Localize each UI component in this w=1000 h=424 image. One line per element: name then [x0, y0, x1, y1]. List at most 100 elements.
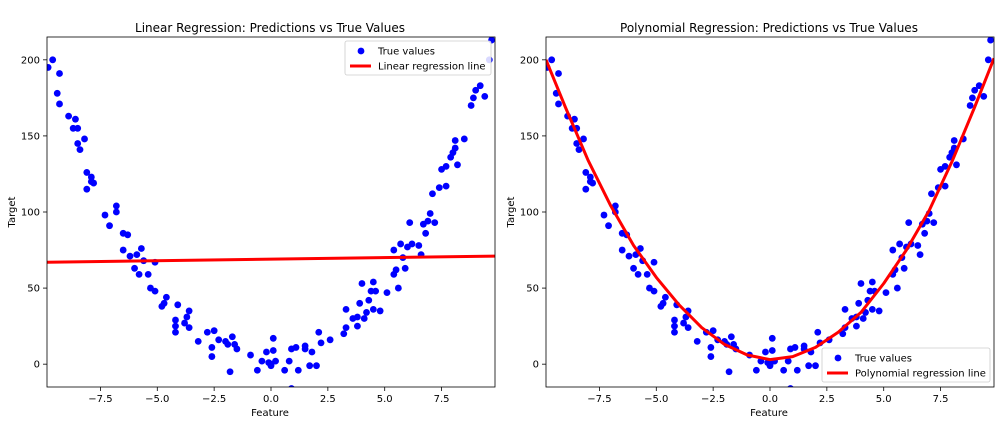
data-point — [727, 333, 735, 341]
data-point — [422, 229, 430, 237]
data-point — [372, 287, 380, 295]
data-point — [340, 330, 348, 338]
data-point — [968, 94, 976, 102]
data-point — [630, 264, 637, 272]
legend-label: True values — [854, 354, 912, 365]
data-point — [133, 251, 141, 259]
data-point — [392, 266, 400, 274]
data-point — [288, 385, 295, 387]
data-point — [650, 287, 658, 295]
data-point — [185, 307, 193, 315]
data-point — [905, 219, 913, 227]
data-point — [172, 316, 179, 324]
data-point — [56, 70, 63, 77]
x-tick-label: 7.5 — [933, 394, 949, 405]
data-point — [791, 344, 799, 351]
data-point — [162, 293, 170, 301]
x-tick-label: −5.0 — [145, 394, 169, 405]
data-point — [424, 217, 432, 225]
data-point — [953, 161, 960, 169]
y-tick-label: 200 — [520, 55, 539, 66]
data-point — [784, 357, 792, 365]
data-point — [74, 140, 82, 147]
data-point — [174, 301, 182, 309]
x-tick-label: 5.0 — [876, 394, 892, 405]
data-point — [431, 219, 439, 227]
x-tick-label: −7.5 — [88, 394, 112, 405]
data-point — [460, 135, 468, 143]
x-tick-label: −2.5 — [202, 394, 226, 405]
y-tick-label: 100 — [520, 208, 539, 219]
data-point — [172, 328, 179, 336]
data-point — [401, 264, 409, 272]
data-point — [233, 345, 241, 353]
data-point — [112, 208, 120, 216]
legend-label: True values — [377, 47, 435, 58]
data-point — [555, 100, 562, 108]
data-point — [406, 219, 414, 227]
data-point — [269, 334, 277, 342]
data-point — [294, 366, 302, 374]
data-point — [580, 135, 587, 143]
data-point — [875, 307, 883, 315]
data-point — [185, 324, 193, 332]
x-tick-label: 0.0 — [762, 394, 778, 405]
data-point — [768, 347, 776, 354]
data-point — [74, 124, 82, 132]
data-point — [356, 299, 364, 307]
data-point — [119, 246, 127, 254]
data-point — [812, 362, 819, 370]
data-point — [984, 56, 992, 64]
data-point — [285, 357, 293, 365]
data-layer — [47, 37, 495, 387]
x-tick-label: 2.5 — [320, 394, 336, 405]
data-point — [397, 240, 405, 248]
data-point — [451, 144, 459, 152]
data-point — [81, 135, 88, 143]
data-point — [857, 280, 865, 287]
x-axis-label: Feature — [251, 408, 289, 419]
data-point — [634, 270, 642, 278]
data-point — [151, 287, 159, 295]
data-point — [317, 339, 325, 347]
data-point — [684, 324, 692, 332]
data-point — [360, 315, 368, 322]
legend-marker — [357, 47, 365, 55]
data-point — [306, 362, 314, 370]
data-point — [269, 347, 277, 354]
x-tick-label: −5.0 — [644, 394, 668, 405]
data-point — [83, 185, 91, 193]
data-point — [467, 102, 475, 109]
data-point — [900, 264, 908, 272]
data-point — [131, 264, 138, 272]
data-point — [137, 245, 145, 252]
data-point — [928, 190, 935, 198]
data-point — [868, 278, 876, 286]
data-point — [950, 137, 958, 144]
data-point — [135, 270, 143, 278]
data-point — [247, 351, 254, 359]
data-point — [941, 162, 949, 170]
data-point — [354, 322, 361, 330]
data-point — [725, 368, 733, 376]
data-point — [72, 115, 79, 123]
data-point — [224, 340, 232, 348]
data-point — [787, 385, 794, 387]
data-point — [172, 322, 179, 330]
data-point — [390, 246, 398, 254]
data-point — [215, 336, 223, 344]
data-point — [859, 315, 867, 322]
data-point — [112, 202, 120, 210]
data-point — [194, 337, 202, 345]
data-point — [56, 100, 63, 108]
x-axis-label: Feature — [750, 408, 788, 419]
data-point — [369, 305, 377, 313]
data-point — [707, 353, 715, 360]
data-point — [208, 353, 216, 360]
data-layer — [546, 37, 994, 387]
data-point — [548, 56, 556, 64]
data-point — [930, 219, 938, 227]
data-point — [841, 305, 849, 313]
data-point — [752, 366, 760, 374]
data-point — [643, 270, 651, 278]
